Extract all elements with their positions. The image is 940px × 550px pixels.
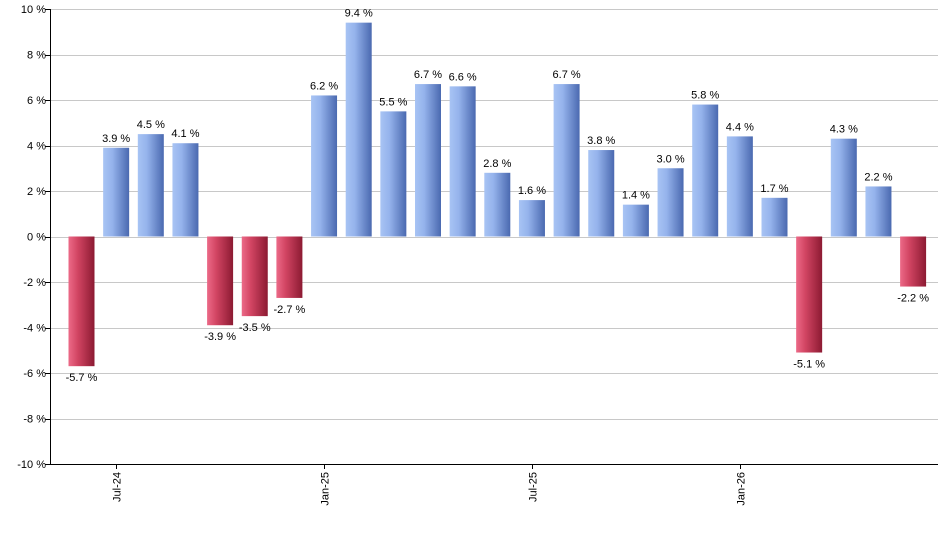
y-axis-ticks: 10 % 8 % 6 % 4 % 2 % 0 % -2 % -4 % -6 % -8 % -10 %: [17, 4, 50, 471]
data-label: 1.4 %: [622, 190, 650, 202]
x-tick-label: Jan-25: [320, 472, 332, 506]
bar: [588, 150, 615, 237]
x-axis-ticks: Jul-24 Jan-25 Jul-25 Jan-26: [112, 464, 748, 506]
y-tick-label: -10 %: [17, 459, 46, 471]
data-label: 3.0 %: [656, 153, 684, 165]
bar: [345, 22, 372, 237]
bar: [380, 111, 407, 237]
bar: [796, 236, 823, 353]
bar: [622, 204, 649, 237]
y-tick-label: -8 %: [23, 414, 46, 426]
data-label: 6.7 %: [414, 69, 442, 81]
bar: [241, 236, 268, 317]
bar: [449, 86, 476, 237]
bar: [518, 200, 545, 237]
data-label: 9.4 %: [345, 8, 373, 20]
bar: [103, 147, 130, 237]
data-label: 4.5 %: [137, 119, 165, 131]
y-tick-label: -2 %: [23, 277, 46, 289]
data-label: 4.3 %: [830, 124, 858, 136]
y-tick-label: 6 %: [27, 95, 46, 107]
data-label: 1.7 %: [760, 183, 788, 195]
bar: [657, 168, 684, 237]
data-label: 6.2 %: [310, 80, 338, 92]
data-label: 6.6 %: [449, 71, 477, 83]
y-tick-label: 0 %: [27, 232, 46, 244]
y-tick-label: 10 %: [21, 4, 46, 16]
x-tick-label: Jul-24: [112, 472, 124, 502]
data-label: 1.6 %: [518, 185, 546, 197]
bar: [68, 236, 95, 367]
bar: [553, 84, 580, 237]
data-label: 3.8 %: [587, 135, 615, 147]
bar: [415, 84, 441, 237]
bar: [137, 134, 164, 237]
bar: [761, 197, 788, 237]
y-tick-label: -6 %: [23, 368, 46, 380]
bar: [900, 236, 927, 287]
y-tick-label: 4 %: [27, 141, 46, 153]
axes: [50, 9, 938, 465]
data-label: 2.8 %: [483, 158, 511, 170]
y-tick-label: 8 %: [27, 50, 46, 62]
data-label: 5.8 %: [691, 90, 719, 102]
bar: [311, 95, 338, 237]
data-label: -5.7 %: [66, 372, 98, 384]
bar: [692, 104, 719, 237]
data-label: -3.9 %: [204, 331, 236, 343]
data-labels: -5.7 % 3.9 % 4.5 % 4.1 % -3.9 %-3.5 %-2.7 % 6…: [66, 8, 930, 385]
bar: [865, 186, 892, 237]
data-label: -3.5 %: [239, 322, 271, 334]
bar: [830, 138, 857, 237]
bar: [172, 143, 199, 237]
data-label: 4.1 %: [171, 128, 199, 140]
bar: [726, 136, 753, 237]
data-label: 5.5 %: [379, 96, 407, 108]
data-label: -5.1 %: [793, 359, 825, 371]
x-tick-label: Jan-26: [736, 472, 748, 506]
data-label: 2.2 %: [864, 171, 892, 183]
data-label: -2.7 %: [274, 304, 306, 316]
bar: [276, 236, 303, 298]
data-label: 6.7 %: [553, 69, 581, 81]
data-label: -2.2 %: [897, 293, 929, 305]
y-tick-label: -4 %: [23, 323, 46, 335]
bar: [207, 236, 234, 326]
bar: [484, 172, 511, 237]
data-label: 3.9 %: [102, 133, 130, 145]
y-tick-label: 2 %: [27, 186, 46, 198]
bars: [68, 22, 927, 367]
data-label: 4.4 %: [726, 121, 754, 133]
x-tick-label: Jul-25: [528, 472, 540, 502]
